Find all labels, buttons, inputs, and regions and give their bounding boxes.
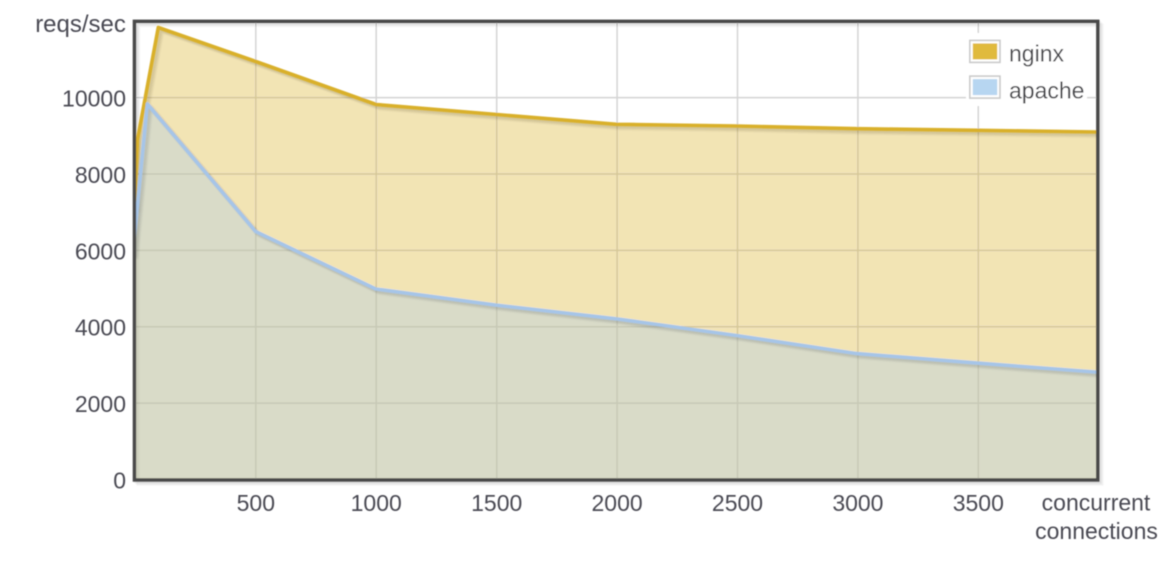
svg-text:10000: 10000: [62, 86, 126, 112]
svg-text:3500: 3500: [953, 490, 1004, 516]
svg-text:2500: 2500: [712, 490, 763, 516]
svg-text:1500: 1500: [471, 490, 522, 516]
svg-text:500: 500: [237, 490, 275, 516]
svg-text:8000: 8000: [75, 162, 126, 188]
svg-text:connections: connections: [1035, 518, 1158, 544]
svg-text:0: 0: [113, 467, 126, 493]
svg-text:reqs/sec: reqs/sec: [35, 11, 126, 38]
svg-text:1000: 1000: [351, 490, 402, 516]
svg-text:4000: 4000: [75, 315, 126, 341]
svg-text:3000: 3000: [832, 490, 883, 516]
svg-text:nginx: nginx: [1009, 41, 1064, 67]
svg-text:apache: apache: [1009, 78, 1084, 104]
svg-text:2000: 2000: [75, 391, 126, 417]
svg-text:concurrent: concurrent: [1042, 490, 1151, 516]
svg-text:6000: 6000: [75, 238, 126, 264]
svg-text:2000: 2000: [592, 490, 643, 516]
